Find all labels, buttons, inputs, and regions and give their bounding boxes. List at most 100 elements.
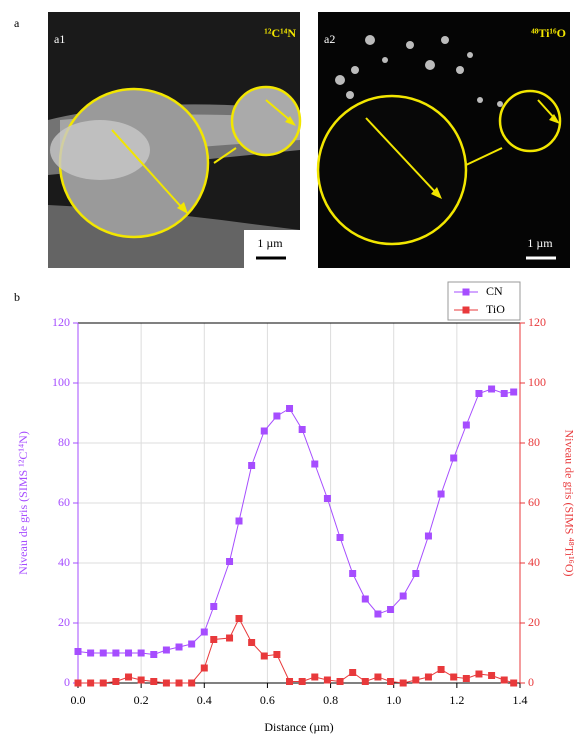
point <box>412 570 420 577</box>
point <box>112 678 120 685</box>
point <box>150 678 158 685</box>
point <box>150 651 158 658</box>
point <box>412 676 420 684</box>
point <box>87 649 95 657</box>
point <box>248 462 256 469</box>
scale-label: 1 µm <box>257 236 283 250</box>
y-tick-label: 0 <box>64 675 70 689</box>
y-tick-label: 40 <box>58 555 70 569</box>
point <box>99 679 107 687</box>
point <box>200 664 208 672</box>
legend-box <box>447 281 521 321</box>
point <box>260 427 268 435</box>
point <box>137 649 145 657</box>
y2-axis-label: Niveau de gris (SIMS ⁴⁸Ti¹⁶O) <box>562 429 576 576</box>
x-tick-label: 1.0 <box>386 693 401 707</box>
panel-species: ¹²C¹⁴N <box>264 26 296 40</box>
legend-label: TiO <box>486 302 505 316</box>
point <box>462 675 470 682</box>
point <box>175 643 183 651</box>
point <box>175 679 183 687</box>
point <box>188 679 196 687</box>
point <box>510 679 518 687</box>
point <box>349 669 357 676</box>
point <box>248 639 256 646</box>
point <box>298 426 306 433</box>
point <box>323 495 331 502</box>
point <box>74 679 82 687</box>
panel-label: a2 <box>324 32 335 46</box>
point <box>210 636 218 643</box>
point <box>286 678 294 685</box>
point <box>273 651 281 658</box>
point <box>99 649 107 657</box>
point <box>200 628 208 636</box>
point <box>374 610 382 618</box>
point <box>298 678 306 685</box>
y-tick-label: 60 <box>58 495 70 509</box>
point <box>286 405 294 412</box>
point <box>235 517 243 525</box>
point <box>336 534 344 541</box>
y2-tick-label: 120 <box>528 315 546 329</box>
point <box>311 460 319 468</box>
point <box>437 490 445 498</box>
x-tick-label: 0.4 <box>197 693 212 707</box>
figure-label: b <box>14 290 20 304</box>
y2-tick-label: 20 <box>528 615 540 629</box>
point <box>488 385 496 393</box>
image-panel: a1 ¹²C¹⁴N 1 µm <box>48 12 302 268</box>
legend-marker <box>462 306 470 314</box>
point <box>424 673 432 681</box>
legend-label: CN <box>486 284 503 298</box>
y-tick-label: 80 <box>58 435 70 449</box>
point <box>361 595 369 603</box>
point <box>437 666 445 673</box>
y-tick-label: 120 <box>52 315 70 329</box>
panel-label: a1 <box>54 32 65 46</box>
x-tick-label: 0.2 <box>134 693 149 707</box>
point <box>226 634 234 642</box>
point <box>235 615 243 622</box>
point <box>273 412 281 420</box>
point <box>74 648 82 655</box>
y-tick-label: 20 <box>58 615 70 629</box>
point <box>162 679 170 687</box>
image-panel: a2 ⁴⁸Ti¹⁶O 1 µm <box>316 12 570 268</box>
y-tick-label: 100 <box>52 375 70 389</box>
point <box>374 673 382 681</box>
point <box>475 670 483 678</box>
point <box>450 673 458 681</box>
point <box>399 592 407 600</box>
point <box>336 678 344 685</box>
point <box>112 649 120 657</box>
figure-label: a <box>14 16 20 30</box>
x-axis-label: Distance (µm) <box>264 720 333 734</box>
point <box>349 570 357 577</box>
point <box>500 676 508 684</box>
x-tick-label: 0.8 <box>323 693 338 707</box>
point <box>311 673 319 681</box>
point <box>500 390 508 397</box>
y-axis-label: Niveau de gris (SIMS ¹²C¹⁴N) <box>16 431 30 575</box>
point <box>260 652 268 660</box>
point <box>125 673 133 681</box>
scale-label: 1 µm <box>527 236 553 250</box>
point <box>510 388 518 396</box>
point <box>323 676 331 684</box>
point <box>387 606 395 613</box>
point <box>450 454 458 462</box>
point <box>361 678 369 685</box>
point <box>399 679 407 687</box>
x-tick-label: 0.0 <box>71 693 86 707</box>
point <box>488 672 496 679</box>
legend-marker <box>462 288 470 296</box>
point <box>387 678 395 685</box>
y2-tick-label: 40 <box>528 555 540 569</box>
y2-tick-label: 60 <box>528 495 540 509</box>
point <box>475 390 483 397</box>
series-line <box>77 388 514 656</box>
y2-tick-label: 80 <box>528 435 540 449</box>
x-tick-label: 0.6 <box>260 693 275 707</box>
